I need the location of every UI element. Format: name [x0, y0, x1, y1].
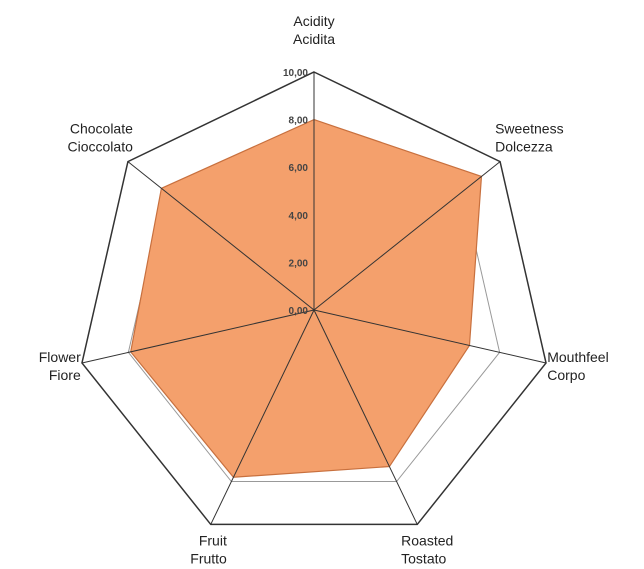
- category-label: Corpo: [547, 367, 585, 383]
- axis-spoke: [81, 309, 315, 364]
- category-label: Cioccolato: [68, 139, 134, 155]
- category-label: Tostato: [401, 550, 446, 566]
- axis-spoke: [313, 161, 501, 311]
- y-tick-label: 4,00: [289, 211, 309, 222]
- y-tick-label: 10,00: [283, 68, 308, 79]
- category-label: Fruit: [199, 532, 227, 548]
- category-label: Acidity: [293, 13, 334, 29]
- category-label: Fiore: [49, 367, 81, 383]
- category-label: Mouthfeel: [547, 349, 608, 365]
- axis-spoke: [313, 309, 547, 364]
- category-label: Flower: [39, 349, 81, 365]
- category-label: Dolcezza: [495, 139, 553, 155]
- category-label: Frutto: [190, 550, 227, 566]
- y-tick-label: 2,00: [289, 258, 309, 269]
- category-label: Chocolate: [70, 121, 133, 137]
- axis-spoke: [210, 309, 315, 525]
- grid-line: [81, 71, 547, 526]
- category-label: Roasted: [401, 532, 453, 548]
- axis-spoke: [313, 309, 418, 525]
- data-area: [130, 118, 483, 478]
- y-tick-label: 0,00: [289, 306, 309, 317]
- y-tick-label: 8,00: [289, 116, 309, 127]
- category-label: Acidita: [293, 31, 335, 47]
- axis-spoke: [127, 161, 315, 311]
- y-tick-label: 6,00: [289, 163, 309, 174]
- category-label: Sweetness: [495, 121, 563, 137]
